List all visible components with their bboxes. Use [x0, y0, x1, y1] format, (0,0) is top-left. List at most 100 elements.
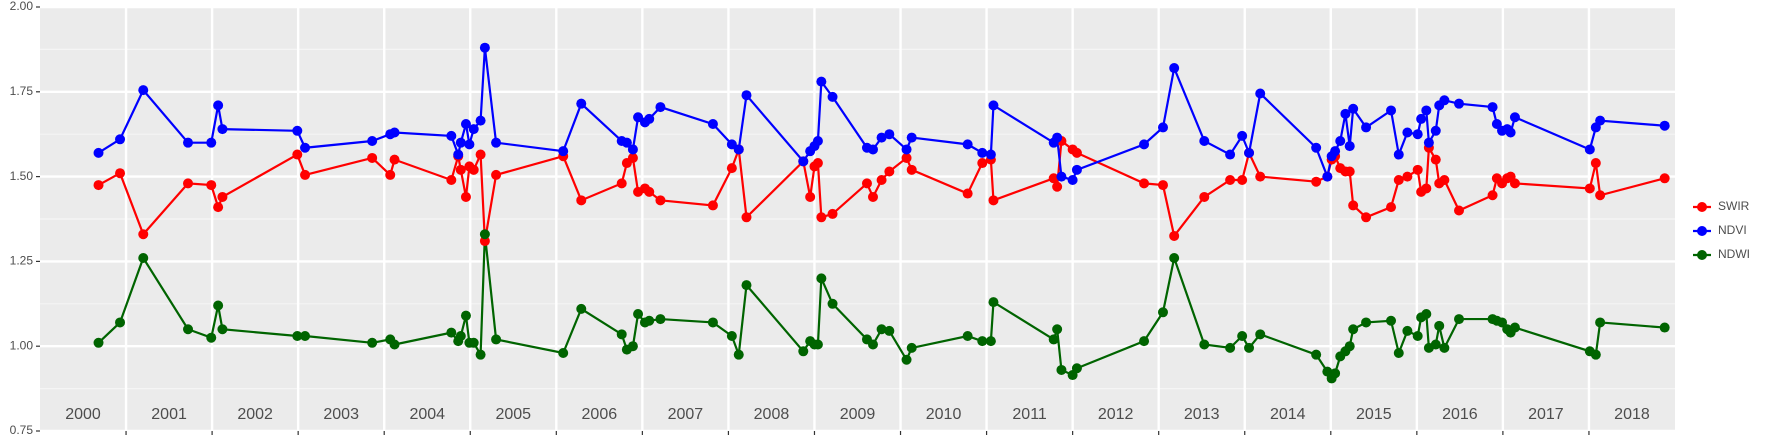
point	[460, 310, 471, 321]
point	[206, 332, 217, 343]
point	[389, 339, 400, 350]
point	[816, 76, 827, 87]
year-label: 2000	[65, 406, 101, 423]
point	[1595, 317, 1606, 328]
point	[1412, 129, 1423, 140]
point	[1311, 176, 1322, 187]
point	[812, 135, 823, 146]
point	[1416, 113, 1427, 124]
point	[633, 112, 644, 123]
point	[217, 324, 228, 335]
point	[805, 191, 816, 202]
point	[1199, 339, 1210, 350]
year-label: 2010	[926, 406, 962, 423]
point	[217, 124, 228, 135]
point	[812, 339, 823, 350]
point	[627, 341, 638, 352]
year-label: 2008	[754, 406, 790, 423]
point	[1590, 349, 1601, 360]
point	[1255, 171, 1266, 182]
point	[1237, 331, 1248, 342]
point	[988, 195, 999, 206]
point	[741, 90, 752, 101]
year-label: 2009	[840, 406, 876, 423]
point	[206, 180, 217, 191]
point	[1244, 342, 1255, 353]
point	[206, 137, 217, 148]
point	[1169, 63, 1180, 74]
point	[1584, 144, 1595, 155]
point	[475, 349, 486, 360]
point	[798, 346, 809, 357]
point	[1659, 173, 1670, 184]
point	[1584, 183, 1595, 194]
point	[576, 303, 587, 314]
point	[455, 137, 466, 148]
point	[884, 166, 895, 177]
point	[1157, 122, 1168, 133]
point	[300, 331, 311, 342]
point	[1421, 308, 1432, 319]
point	[115, 168, 126, 179]
point	[1157, 307, 1168, 318]
point	[812, 158, 823, 169]
point	[876, 174, 887, 185]
point	[558, 146, 569, 157]
point	[1439, 95, 1450, 106]
point	[93, 147, 104, 158]
point	[1361, 122, 1372, 133]
point	[901, 152, 912, 163]
point	[1071, 147, 1082, 158]
legend-label: NDVI	[1718, 223, 1747, 237]
point	[479, 42, 490, 53]
point	[884, 325, 895, 336]
point	[93, 180, 104, 191]
y-tick-label: 1.25	[10, 254, 34, 268]
point	[1430, 154, 1441, 165]
point	[962, 139, 973, 150]
year-label: 2014	[1270, 406, 1306, 423]
year-label: 2011	[1012, 406, 1047, 423]
point	[367, 337, 378, 348]
point	[644, 186, 655, 197]
point	[1067, 174, 1078, 185]
point	[1393, 347, 1404, 358]
point	[906, 132, 917, 143]
point	[464, 139, 475, 150]
point	[1169, 230, 1180, 241]
point	[1052, 181, 1063, 192]
point	[977, 147, 988, 158]
point	[1402, 325, 1413, 336]
point	[1048, 334, 1059, 345]
year-label: 2015	[1356, 406, 1392, 423]
point	[1491, 119, 1502, 130]
point	[1199, 191, 1210, 202]
point	[1454, 205, 1465, 216]
point	[1237, 174, 1248, 185]
point	[1412, 164, 1423, 175]
point	[1139, 336, 1150, 347]
year-label: 2005	[495, 406, 531, 423]
point	[644, 113, 655, 124]
y-tick-label: 1.50	[10, 169, 34, 183]
point	[985, 336, 996, 347]
point	[1322, 171, 1333, 182]
point	[1454, 314, 1465, 325]
point	[1412, 331, 1423, 342]
point	[1330, 368, 1341, 379]
point	[962, 331, 973, 342]
point	[1311, 349, 1322, 360]
point	[1386, 105, 1397, 116]
point	[827, 298, 838, 309]
year-label: 2006	[582, 406, 618, 423]
year-label: 2013	[1184, 406, 1220, 423]
point	[1659, 322, 1670, 333]
point	[292, 149, 303, 160]
legend-label: SWIR	[1718, 199, 1750, 213]
y-tick-label: 1.00	[10, 338, 34, 352]
point	[475, 149, 486, 160]
point	[1509, 322, 1520, 333]
year-label: 2002	[237, 406, 273, 423]
point	[1056, 171, 1067, 182]
year-label: 2018	[1614, 406, 1650, 423]
